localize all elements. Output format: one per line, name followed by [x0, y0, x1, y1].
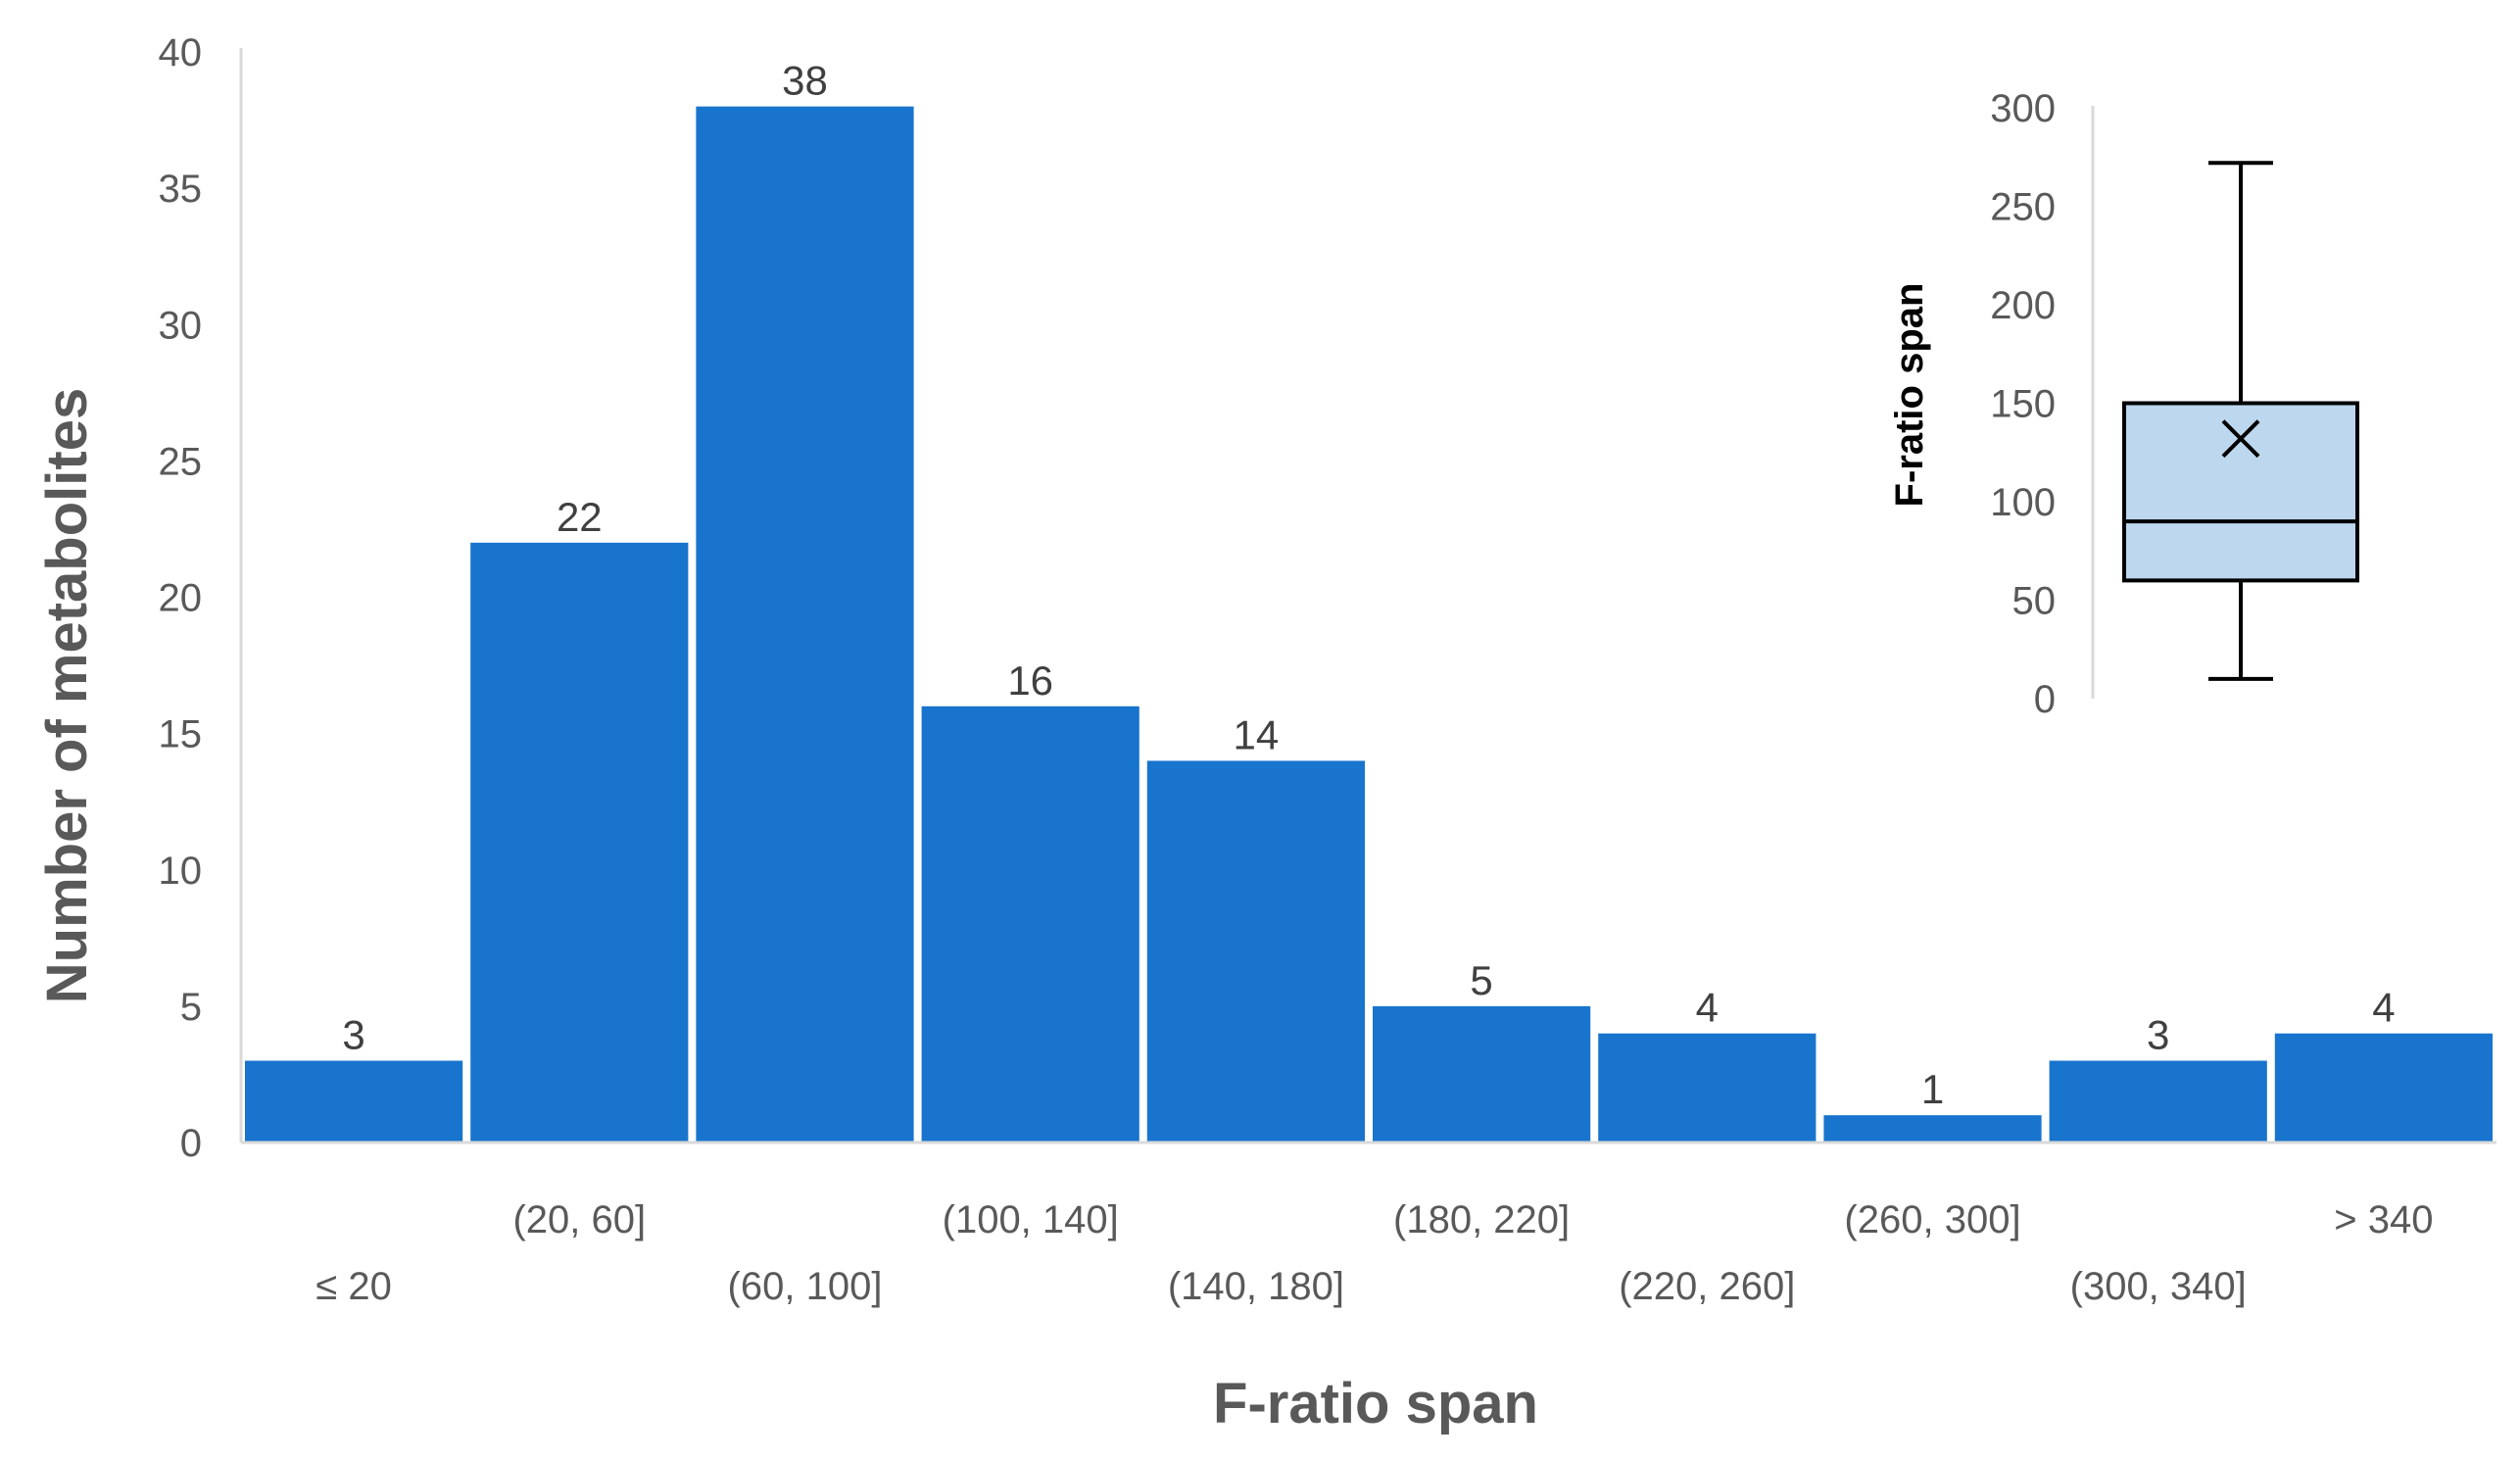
y-tick-label: 0	[180, 1122, 202, 1165]
inset-y-tick-label: 250	[1990, 186, 2056, 229]
inset-y-axis-ticks: 0 50 100 150 200 250 300	[1990, 87, 2056, 721]
box-mean-marker	[2221, 419, 2260, 459]
bars	[245, 106, 2493, 1143]
y-tick-label: 5	[180, 986, 202, 1029]
bar-data-label: 22	[557, 494, 603, 540]
y-tick-label: 20	[159, 577, 203, 620]
inset-y-tick-label: 150	[1990, 383, 2056, 426]
y-axis-ticks: 0 5 10 15 20 25 30 35 40	[159, 31, 203, 1165]
bar-data-label: 4	[2372, 985, 2395, 1031]
x-category-label: (180, 220]	[1393, 1198, 1570, 1241]
y-tick-label: 25	[159, 440, 203, 483]
bar-data-label: 38	[782, 58, 828, 104]
bar	[1146, 760, 1365, 1143]
bar	[1823, 1115, 2042, 1143]
y-tick-label: 30	[159, 304, 203, 347]
x-category-label: (140, 180]	[1168, 1265, 1344, 1308]
x-category-label: (300, 340]	[2070, 1265, 2247, 1308]
bar	[1373, 1005, 1591, 1143]
bar	[470, 542, 689, 1143]
y-axis-title: Number of metabolites	[35, 388, 99, 1003]
y-tick-label: 10	[159, 850, 203, 893]
x-axis-categories: ≤ 20 (20, 60] (60, 100] (100, 140] (140, 180…	[315, 1198, 2433, 1308]
x-category-label: (60, 100]	[728, 1265, 883, 1308]
x-axis-title: F-ratio span	[1213, 1372, 1538, 1435]
bar	[921, 705, 1139, 1143]
inset-box-plot: 0 50 100 150 200 250 300 F-ratio span	[1888, 87, 2359, 721]
inset-y-tick-label: 200	[1990, 284, 2056, 327]
bar-data-label: 14	[1234, 711, 1280, 757]
inset-y-tick-label: 50	[2012, 580, 2057, 623]
inset-y-axis-title: F-ratio span	[1888, 283, 1931, 508]
y-tick-label: 35	[159, 168, 203, 211]
y-tick-label: 40	[159, 31, 203, 74]
x-category-label: > 340	[2334, 1198, 2433, 1241]
inset-y-tick-label: 300	[1990, 87, 2056, 130]
x-category-label: (220, 260]	[1619, 1265, 1795, 1308]
bar-data-label: 3	[2147, 1012, 2169, 1058]
bar-data-label: 4	[1696, 985, 1719, 1031]
bar-data-label: 5	[1470, 957, 1492, 1003]
bar	[696, 106, 914, 1143]
x-category-label: (260, 300]	[1844, 1198, 2020, 1241]
bar-data-label: 3	[342, 1012, 364, 1058]
bar	[2049, 1060, 2267, 1143]
bar	[245, 1060, 463, 1143]
x-category-label: (100, 140]	[943, 1198, 1119, 1241]
bar	[2274, 1033, 2493, 1143]
bar-data-label: 1	[1921, 1066, 1944, 1112]
histogram-chart: 0 5 10 15 20 25 30 35 40 3 22 38 16 14 5 4 1 3 4 ≤ 20 (20,…	[35, 31, 2496, 1435]
x-category-label: ≤ 20	[315, 1265, 392, 1308]
bar	[1598, 1033, 1817, 1143]
inset-y-tick-label: 0	[2034, 678, 2056, 721]
y-tick-label: 15	[159, 713, 203, 756]
inset-y-tick-label: 100	[1990, 481, 2056, 524]
x-category-label: (20, 60]	[512, 1198, 646, 1241]
bar-data-label: 16	[1007, 657, 1053, 704]
box-iqr	[2122, 401, 2359, 583]
data-labels: 3 22 38 16 14 5 4 1 3 4	[342, 58, 2395, 1113]
